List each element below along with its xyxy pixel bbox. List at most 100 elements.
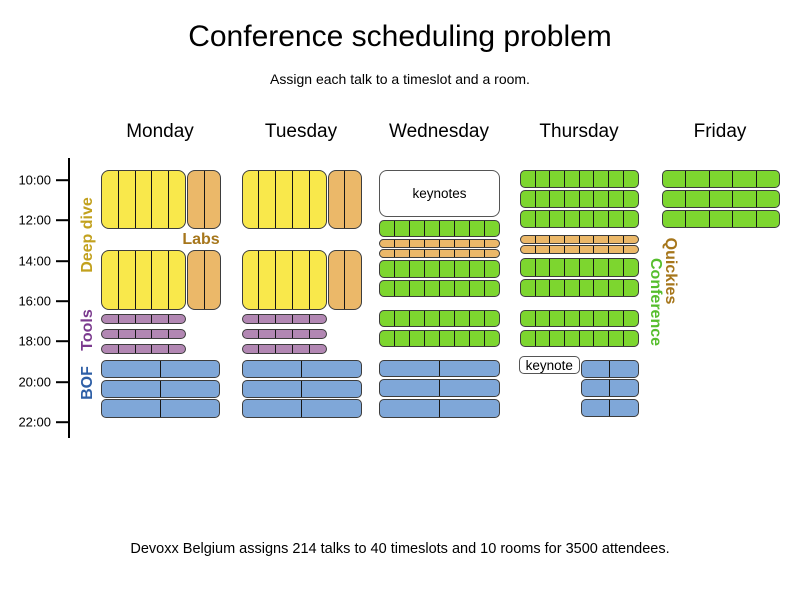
room-cell	[593, 170, 608, 187]
room-cell	[134, 344, 152, 353]
room-cell	[622, 310, 638, 326]
room-cell	[117, 314, 135, 323]
room-cell	[393, 280, 409, 296]
room-cell	[564, 310, 579, 326]
room-cell	[188, 251, 204, 309]
room-cell	[380, 361, 439, 377]
room-cell	[732, 210, 756, 227]
room-cell	[423, 249, 439, 257]
session-block-conference	[520, 258, 639, 277]
room-cell	[243, 345, 259, 354]
track-label-quickies: Quickies	[662, 237, 679, 305]
room-cell	[521, 171, 535, 188]
room-cell	[608, 259, 623, 276]
room-cell	[468, 240, 484, 247]
room-cell	[151, 314, 168, 323]
room-cell	[258, 250, 275, 309]
room-cell	[151, 329, 168, 338]
room-cell	[549, 310, 564, 326]
room-cell	[708, 210, 733, 227]
room-cell	[344, 170, 361, 228]
room-cell	[564, 259, 579, 276]
room-cell	[438, 360, 499, 376]
room-cell	[329, 171, 345, 229]
session-block-bof	[581, 379, 639, 397]
room-cell	[243, 330, 259, 339]
session-block-conference	[378, 279, 500, 297]
room-cell	[549, 170, 564, 187]
room-cell	[117, 344, 135, 353]
room-cell	[102, 315, 118, 324]
room-cell	[301, 400, 361, 417]
room-cell	[622, 170, 638, 187]
room-cell	[380, 221, 394, 237]
room-cell	[608, 310, 623, 326]
room-cell	[453, 330, 469, 346]
room-cell	[685, 210, 709, 227]
room-cell	[468, 310, 484, 326]
room-cell	[258, 314, 275, 323]
room-cell	[521, 331, 535, 347]
room-cell	[468, 260, 484, 277]
room-cell	[344, 250, 361, 309]
tick-mark	[56, 219, 68, 221]
room-cell	[408, 260, 424, 277]
session-block-bof	[378, 398, 500, 418]
session-block-bof	[241, 399, 362, 418]
room-cell	[521, 311, 535, 327]
room-cell	[168, 344, 185, 353]
room-cell	[453, 310, 469, 326]
room-cell	[275, 329, 292, 338]
time-tick-label: 10:00	[18, 172, 51, 188]
subtitle: Assign each talk to a timeslot and a roo…	[270, 71, 530, 87]
room-cell	[578, 246, 594, 253]
room-cell	[258, 170, 275, 228]
room-cell	[243, 171, 259, 229]
room-cell	[468, 280, 484, 296]
session-block-tools	[101, 343, 186, 354]
room-cell	[564, 246, 579, 253]
room-cell	[308, 170, 326, 228]
session-block-bof	[101, 360, 220, 378]
room-cell	[393, 260, 409, 277]
tick-mark	[56, 421, 68, 423]
room-cell	[608, 235, 623, 243]
room-cell	[608, 210, 623, 227]
session-block-tools	[101, 313, 186, 324]
room-cell	[134, 314, 152, 323]
session-block-bof	[581, 360, 639, 378]
room-cell	[102, 400, 160, 417]
session-block-conference	[661, 189, 780, 208]
day-header-tuesday: Tuesday	[264, 121, 338, 142]
tick-mark	[56, 381, 68, 383]
room-cell	[755, 170, 780, 187]
room-cell	[203, 250, 221, 309]
room-cell	[393, 249, 409, 257]
room-cell	[102, 381, 160, 397]
room-cell	[663, 191, 686, 208]
room-cell	[622, 190, 638, 207]
session-block-bof	[101, 379, 220, 398]
room-cell	[380, 400, 439, 417]
room-cell	[117, 329, 135, 338]
track-label-tools: Tools	[79, 309, 96, 351]
track-label-deep-dive: Deep dive	[79, 197, 96, 273]
room-cell	[578, 170, 594, 187]
room-cell	[243, 361, 302, 377]
room-cell	[549, 235, 564, 243]
time-tick-label: 20:00	[18, 374, 51, 390]
room-cell	[423, 330, 439, 346]
room-cell	[453, 240, 469, 247]
session-block-tools	[241, 343, 327, 354]
room-cell	[275, 314, 292, 323]
room-cell	[151, 344, 168, 353]
room-cell	[608, 246, 623, 253]
room-cell	[593, 246, 608, 253]
room-cell	[622, 210, 638, 227]
room-cell	[438, 380, 499, 396]
room-cell	[291, 250, 309, 309]
room-cell	[168, 329, 185, 338]
session-block-deep_dive	[241, 169, 327, 229]
room-cell	[483, 249, 499, 257]
